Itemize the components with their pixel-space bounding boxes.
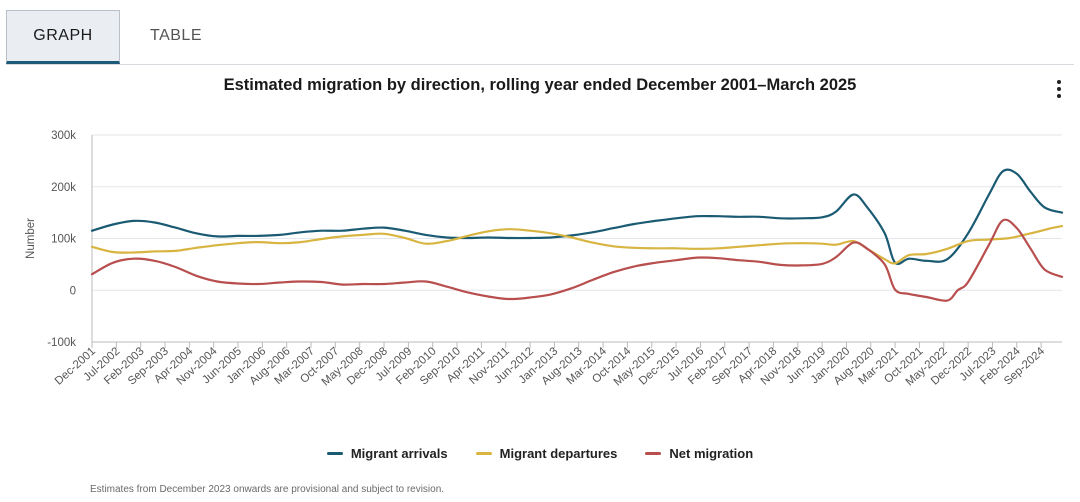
tab-table[interactable]: TABLE <box>150 27 202 44</box>
footnote: Estimates from December 2023 onwards are… <box>90 484 445 495</box>
legend-item-departures[interactable]: Migrant departures <box>475 446 618 461</box>
legend-item-net[interactable]: Net migration <box>645 446 753 461</box>
legend-item-arrivals[interactable]: Migrant arrivals <box>326 446 448 461</box>
series-line-net[interactable] <box>90 218 1064 302</box>
legend-label-departures: Migrant departures <box>499 446 618 461</box>
y-tick-label: 100k <box>51 234 76 246</box>
line-chart: -100k 0 100k 200k 300k Dec-2001Jul-2002Feb-2… <box>25 130 1064 388</box>
view-tabs: GRAPH TABLE <box>6 10 1074 65</box>
tab-graph[interactable]: GRAPH <box>6 10 120 64</box>
y-tick-label: 200k <box>51 182 76 194</box>
legend-label-net: Net migration <box>669 446 754 461</box>
legend-swatch-net <box>645 452 662 455</box>
legend-label-arrivals: Migrant arrivals <box>350 446 448 461</box>
legend-swatch-arrivals <box>326 452 343 455</box>
series-line-arrivals[interactable] <box>90 168 1064 266</box>
y-tick-label: 300k <box>51 130 76 142</box>
vertical-ellipsis-icon[interactable] <box>1054 80 1064 102</box>
series-line-departures[interactable] <box>90 225 1064 265</box>
legend: Migrant arrivals Migrant departures Net … <box>0 446 1080 461</box>
y-axis: -100k 0 100k 200k 300k <box>47 130 93 349</box>
y-axis-label: Number <box>25 218 37 259</box>
legend-swatch-departures <box>475 452 492 455</box>
series-lines <box>90 168 1064 302</box>
y-tick-label: 0 <box>70 285 76 297</box>
chart-title: Estimated migration by direction, rollin… <box>223 76 857 94</box>
y-tick-label: -100k <box>47 337 76 349</box>
x-axis: Dec-2001Jul-2002Feb-2003Sep-2003Apr-2004… <box>53 341 1062 388</box>
